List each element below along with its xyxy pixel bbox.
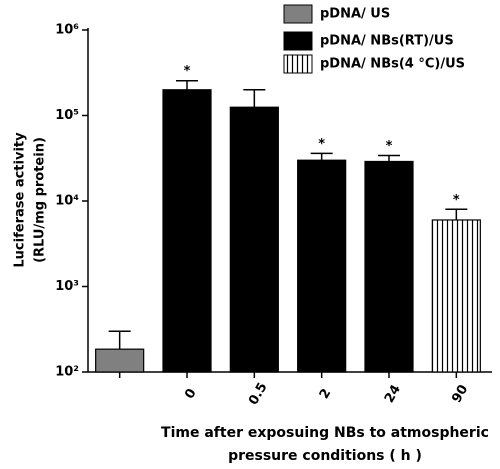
bar (162, 89, 212, 373)
significance-mark: * (318, 137, 325, 152)
legend-swatch (283, 54, 313, 74)
y-tick-label: 10² (55, 365, 79, 380)
significance-mark: * (453, 193, 460, 208)
legend-label: pDNA/ NBs(4 °C)/US (320, 57, 465, 72)
bar (297, 159, 347, 373)
legend-swatch (283, 4, 313, 24)
x-tick-label: 0 (182, 386, 200, 401)
legend-label: pDNA/ US (320, 7, 390, 22)
significance-mark: * (386, 139, 393, 154)
significance-mark: * (184, 64, 191, 79)
y-tick-label: 10³ (55, 279, 79, 294)
x-tick-label: 0.5 (246, 380, 271, 407)
bar (431, 219, 481, 373)
x-axis-label: pressure conditions ( h ) (228, 448, 422, 464)
x-tick-label: 90 (449, 382, 471, 405)
y-tick-label: 10⁶ (55, 23, 79, 38)
bar (95, 348, 145, 373)
x-tick-label: 24 (382, 382, 404, 405)
y-tick-label: 10⁴ (55, 194, 79, 209)
legend-label: pDNA/ NBs(RT)/US (320, 34, 454, 49)
x-axis-label: Time after exposuing NBs to atmospheric (161, 425, 489, 441)
y-axis-label: Luciferase activity (13, 132, 28, 268)
bar (229, 106, 279, 373)
bar (364, 160, 414, 373)
x-tick-label: 2 (317, 386, 335, 401)
y-axis-label: (RLU/mg protein) (33, 137, 48, 263)
y-tick-label: 10⁵ (55, 108, 79, 123)
legend-swatch (283, 31, 313, 51)
